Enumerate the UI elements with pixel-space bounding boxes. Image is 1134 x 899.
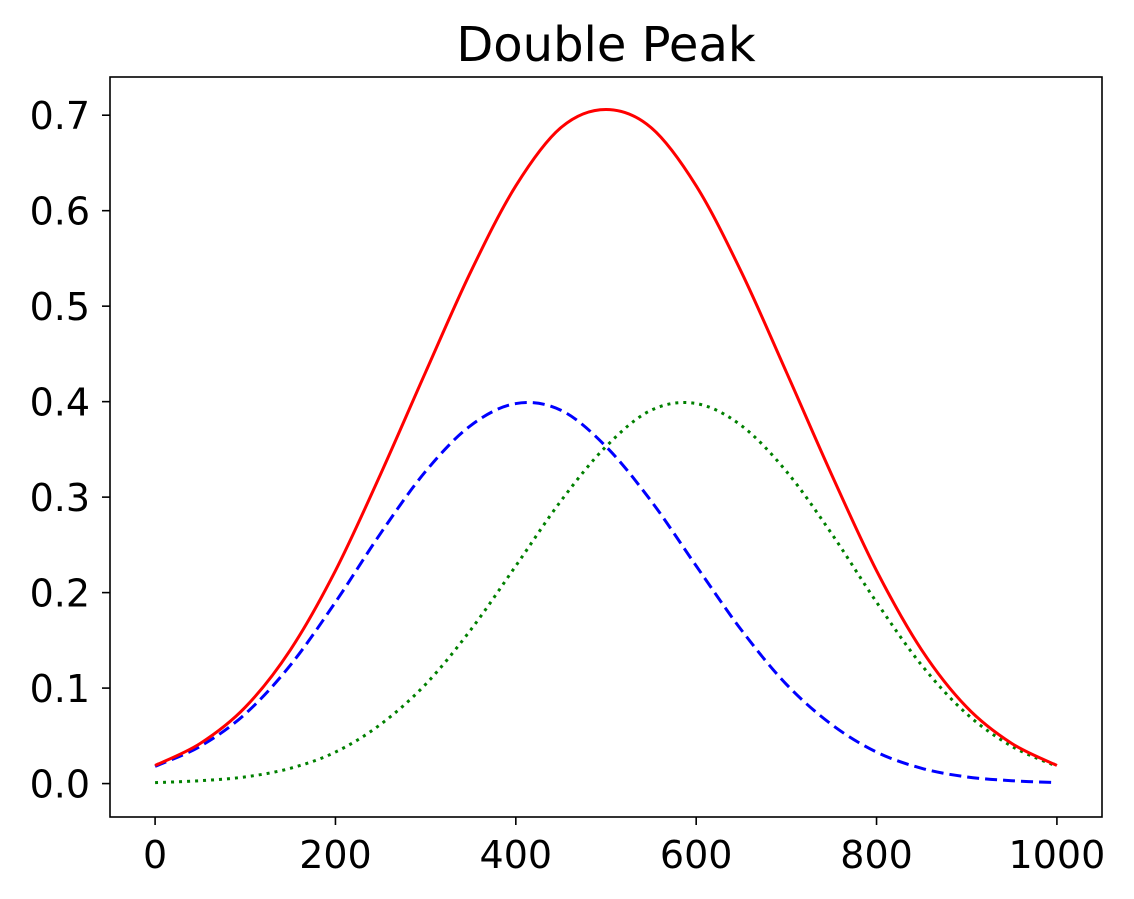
series-layer (154, 107, 1058, 785)
y-tick-label: 0.3 (30, 476, 90, 520)
series-line-sum (154, 107, 1058, 767)
x-tick-label: 400 (480, 833, 553, 877)
y-tick-label: 0.6 (30, 190, 90, 234)
chart-title: Double Peak (456, 17, 756, 73)
y-tick-label: 0.7 (30, 94, 90, 138)
plot-frame (109, 76, 1103, 818)
y-tick-label: 0.4 (30, 381, 90, 425)
x-tick-label: 800 (840, 833, 913, 877)
y-tick-label: 0.2 (30, 572, 90, 616)
series-line-peak-1 (154, 401, 1057, 785)
axis-ticks: 0 200 400 600 800 1000 0.0 0.1 0.2 0.3 0.4 0.5 0.6 0.… (30, 94, 1106, 877)
y-tick-label: 0.1 (30, 667, 90, 711)
x-tick-label: 0 (143, 833, 167, 877)
series-line-peak-2 (155, 401, 1058, 785)
x-tick-label: 600 (660, 833, 733, 877)
y-tick-label: 0.5 (30, 285, 90, 329)
x-tick-label: 1000 (1009, 833, 1106, 877)
y-tick-label: 0.0 (30, 763, 90, 807)
x-tick-label: 200 (299, 833, 372, 877)
